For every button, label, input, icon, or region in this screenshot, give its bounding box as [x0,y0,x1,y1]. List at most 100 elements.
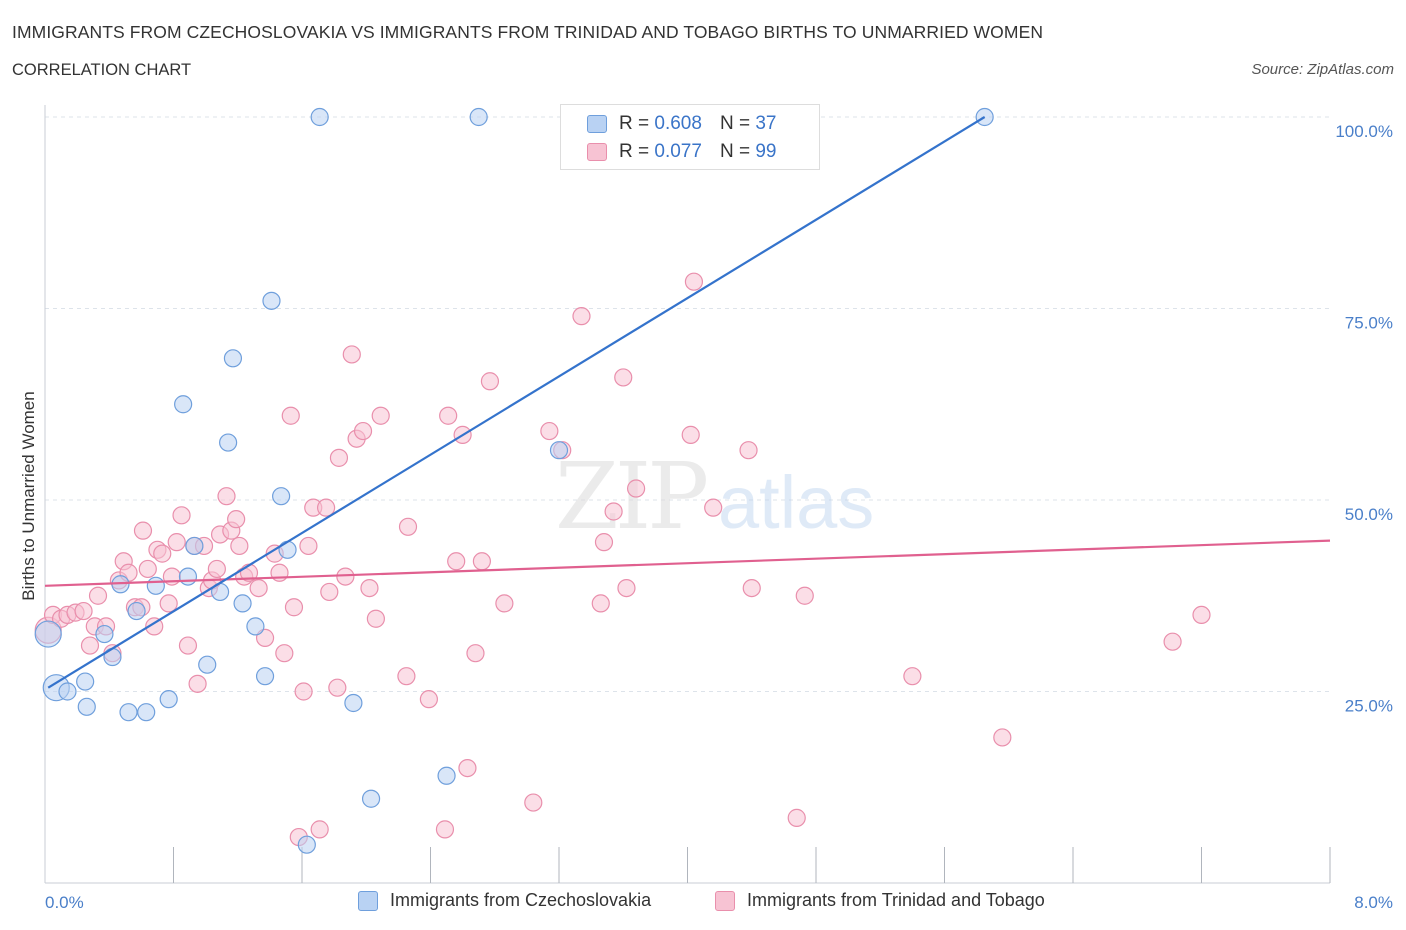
point-czechoslovakia [219,433,238,452]
point-trinidad-tobago [281,406,300,425]
bottom-legend-swatch-blue [358,890,378,911]
point-trinidad-tobago [310,820,329,839]
point-czechoslovakia [127,601,146,621]
legend-row-czechoslovakia: R = 0.608 N = 37 [587,110,776,138]
point-trinidad-tobago [1163,632,1182,651]
point-trinidad-tobago [294,682,313,701]
point-czechoslovakia [361,789,381,808]
point-trinidad-tobago [742,578,761,598]
point-trinidad-tobago [230,536,249,556]
point-czechoslovakia [262,291,281,310]
point-trinidad-tobago [466,644,485,663]
point-trinidad-tobago [217,487,236,506]
point-trinidad-tobago [480,372,500,391]
point-trinidad-tobago [249,578,268,598]
point-czechoslovakia [119,703,138,722]
axis-layer [44,105,1331,884]
point-trinidad-tobago [188,674,207,693]
point-czechoslovakia [549,441,569,460]
points-trinidad-tobago [34,272,1211,847]
point-czechoslovakia [272,487,291,506]
point-trinidad-tobago [167,533,186,552]
point-trinidad-tobago [787,808,806,827]
point-trinidad-tobago [795,586,814,605]
point-trinidad-tobago [207,559,226,579]
point-trinidad-tobago [439,406,458,425]
watermark-atlas: atlas [718,461,874,544]
point-czechoslovakia [310,107,329,127]
point-czechoslovakia [297,835,316,854]
point-czechoslovakia [76,672,95,691]
point-trinidad-tobago [138,559,157,579]
y-tick-labels: 100.0% 75.0% 50.0% 25.0% [1335,122,1393,716]
watermark-zip: ZIP [555,443,706,550]
chart-title: IMMIGRANTS FROM CZECHOSLOVAKIA VS IMMIGR… [12,22,1044,42]
point-czechoslovakia [278,540,297,559]
y-axis-title: Births to Unmarried Women [19,391,38,600]
trendline-trinidad-tobago [44,539,1331,587]
bottom-legend-label-trinidad-tobago: Immigrants from Trinidad and Tobago [747,890,1045,910]
point-trinidad-tobago [336,567,355,586]
point-trinidad-tobago [329,448,349,467]
point-trinidad-tobago [419,690,438,709]
chart-subtitle: CORRELATION CHART [12,61,192,79]
legend-r-value-czechoslovakia: 0.608 [654,113,702,134]
point-czechoslovakia [77,697,96,716]
stats-legend: R = 0.608 N = 37 R = 0.077 N = 99 [560,104,820,170]
point-trinidad-tobago [178,636,198,655]
point-trinidad-tobago [540,421,559,441]
point-trinidad-tobago [227,510,246,529]
point-trinidad-tobago [594,533,614,552]
point-czechoslovakia [95,624,114,644]
point-trinidad-tobago [275,644,294,663]
point-czechoslovakia [185,536,204,556]
point-trinidad-tobago [74,601,93,621]
point-trinidad-tobago [353,421,373,441]
legend-n-value-czechoslovakia: 37 [755,113,777,134]
point-trinidad-tobago [704,498,723,517]
point-trinidad-tobago [172,506,191,525]
zipatlas-watermark: ZIP atlas [555,443,874,550]
legend-r-label: R = [619,141,650,162]
point-trinidad-tobago [320,582,339,602]
bottom-legend-label-czechoslovakia: Immigrants from Czechoslovakia [390,890,652,910]
point-trinidad-tobago [371,406,390,425]
point-trinidad-tobago [328,678,347,697]
point-trinidad-tobago [591,594,610,613]
point-czechoslovakia [469,107,488,127]
x-tick-label-min: 0.0% [45,893,84,912]
y-tick-label: 75.0% [1345,314,1393,333]
y-tick-label: 50.0% [1345,505,1393,524]
point-trinidad-tobago [684,272,704,291]
legend-swatch-pink [587,143,607,161]
point-czechoslovakia [58,682,77,701]
legend-r-label: R = [619,113,650,134]
point-trinidad-tobago [903,667,922,686]
point-czechoslovakia [246,617,265,636]
point-czechoslovakia [146,576,165,595]
legend-n-value-trinidad-tobago: 99 [755,141,777,162]
point-trinidad-tobago [342,345,361,364]
x-tick-label-max: 8.0% [1354,893,1393,912]
point-trinidad-tobago [133,521,153,540]
point-trinidad-tobago [617,578,636,598]
point-trinidad-tobago [604,502,623,521]
source-credit: Source: ZipAtlas.com [1251,61,1394,78]
point-trinidad-tobago [397,667,416,686]
legend-r-value-trinidad-tobago: 0.077 [654,141,702,162]
point-trinidad-tobago [360,578,379,598]
point-trinidad-tobago [366,609,385,628]
point-trinidad-tobago [458,758,477,778]
point-czechoslovakia [255,667,275,686]
point-trinidad-tobago [316,498,336,517]
point-trinidad-tobago [299,536,318,556]
y-tick-label: 100.0% [1335,122,1393,141]
x-tick-labels: 0.0% 8.0% [45,893,1393,912]
point-trinidad-tobago [1192,605,1211,625]
point-trinidad-tobago [88,586,108,605]
point-trinidad-tobago [153,544,172,563]
point-czechoslovakia [34,620,62,648]
point-trinidad-tobago [614,368,633,387]
point-czechoslovakia [174,395,193,414]
point-trinidad-tobago [524,793,543,812]
